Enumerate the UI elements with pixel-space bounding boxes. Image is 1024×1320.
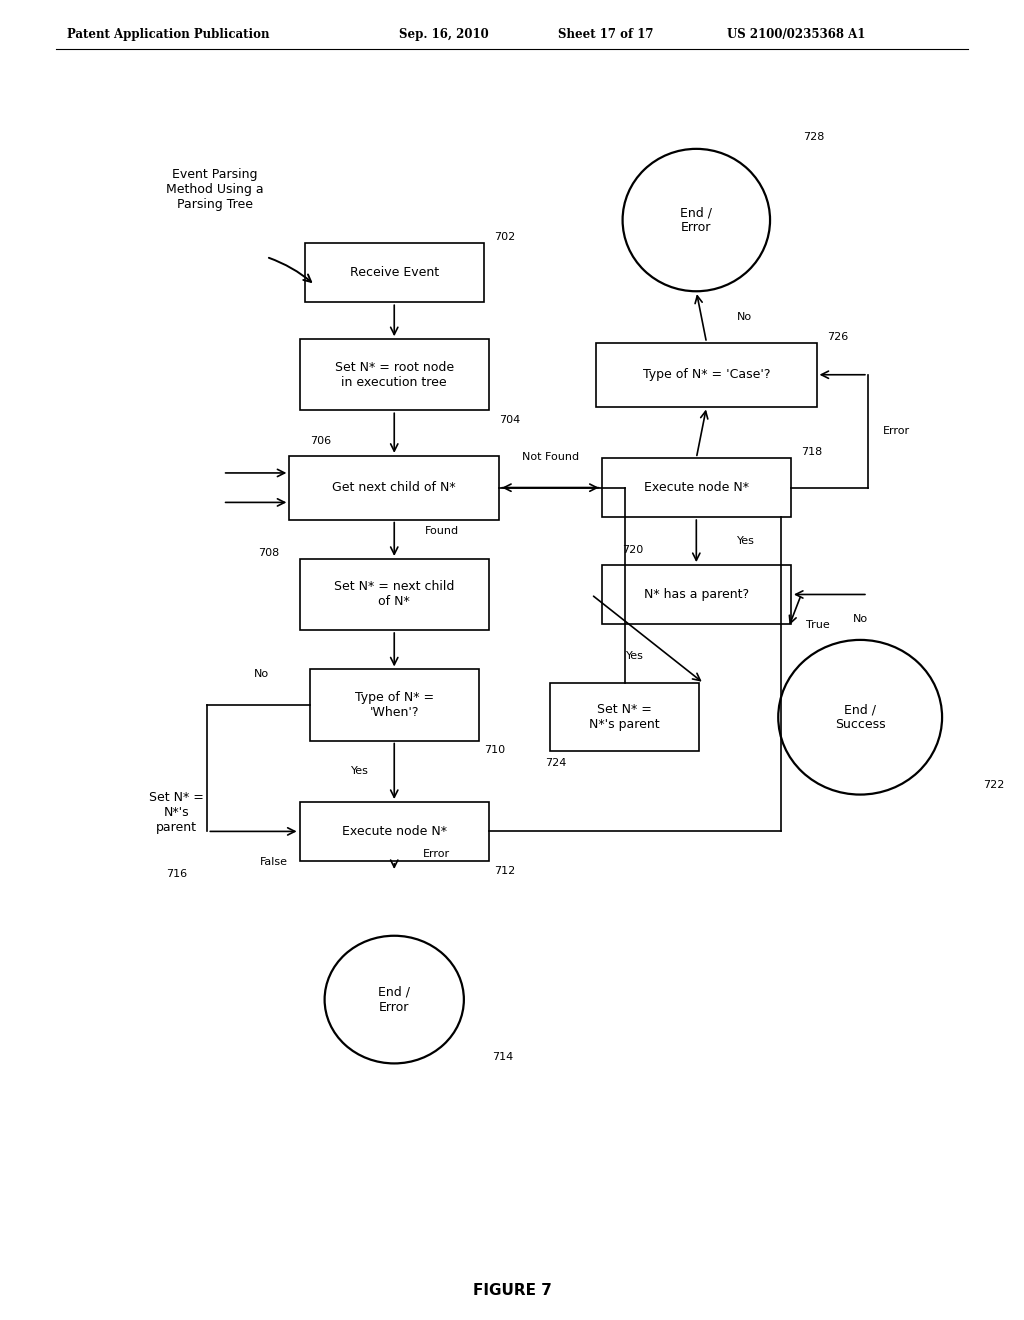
Text: 728: 728 xyxy=(803,132,824,141)
Text: End /
Success: End / Success xyxy=(835,704,886,731)
FancyBboxPatch shape xyxy=(602,458,791,517)
Text: False: False xyxy=(260,857,288,867)
Text: Set N* = next child
of N*: Set N* = next child of N* xyxy=(334,581,455,609)
Text: End /
Error: End / Error xyxy=(378,986,411,1014)
Text: Sheet 17 of 17: Sheet 17 of 17 xyxy=(558,28,653,41)
Text: Not Found: Not Found xyxy=(522,451,579,462)
Text: 702: 702 xyxy=(495,232,515,243)
FancyBboxPatch shape xyxy=(299,558,489,630)
Text: N* has a parent?: N* has a parent? xyxy=(644,587,749,601)
Text: 712: 712 xyxy=(495,866,515,875)
Text: No: No xyxy=(852,614,867,624)
Text: Execute node N*: Execute node N* xyxy=(644,482,749,494)
Text: 708: 708 xyxy=(258,548,280,558)
Text: True: True xyxy=(807,620,830,630)
Text: 716: 716 xyxy=(166,870,187,879)
FancyBboxPatch shape xyxy=(305,243,483,302)
Text: Type of N* = 'Case'?: Type of N* = 'Case'? xyxy=(643,368,770,381)
Text: Set N* = root node
in execution tree: Set N* = root node in execution tree xyxy=(335,360,454,388)
Text: 718: 718 xyxy=(802,447,822,457)
Text: Sep. 16, 2010: Sep. 16, 2010 xyxy=(399,28,489,41)
Text: Set N* =
N*'s parent: Set N* = N*'s parent xyxy=(590,704,659,731)
Text: Yes: Yes xyxy=(351,766,369,776)
Text: 722: 722 xyxy=(983,780,1005,789)
FancyBboxPatch shape xyxy=(551,684,698,751)
Text: 704: 704 xyxy=(500,416,520,425)
Text: Event Parsing
Method Using a
Parsing Tree: Event Parsing Method Using a Parsing Tre… xyxy=(166,168,264,211)
Text: 724: 724 xyxy=(545,758,566,768)
Text: 710: 710 xyxy=(484,746,505,755)
Text: Type of N* =
'When'?: Type of N* = 'When'? xyxy=(354,690,434,719)
Text: Yes: Yes xyxy=(626,652,644,661)
Text: Yes: Yes xyxy=(737,536,755,546)
FancyBboxPatch shape xyxy=(299,339,489,411)
Ellipse shape xyxy=(325,936,464,1064)
FancyBboxPatch shape xyxy=(309,669,479,741)
Text: No: No xyxy=(737,312,753,322)
Text: End /
Error: End / Error xyxy=(680,206,713,234)
Text: 720: 720 xyxy=(623,545,643,556)
Ellipse shape xyxy=(623,149,770,292)
Text: Found: Found xyxy=(425,525,459,536)
Text: No: No xyxy=(254,669,268,680)
Text: Get next child of N*: Get next child of N* xyxy=(333,482,456,494)
FancyBboxPatch shape xyxy=(602,565,791,624)
Ellipse shape xyxy=(778,640,942,795)
Text: Set N* =
N*'s
parent: Set N* = N*'s parent xyxy=(150,792,204,834)
Text: Error: Error xyxy=(883,426,910,436)
FancyBboxPatch shape xyxy=(596,343,816,407)
FancyBboxPatch shape xyxy=(290,455,500,520)
Text: Receive Event: Receive Event xyxy=(349,267,439,280)
Text: FIGURE 7: FIGURE 7 xyxy=(472,1283,552,1299)
Text: 706: 706 xyxy=(310,436,331,446)
Text: 714: 714 xyxy=(493,1052,514,1063)
Text: 726: 726 xyxy=(827,331,848,342)
Text: Patent Application Publication: Patent Application Publication xyxy=(67,28,269,41)
Text: Execute node N*: Execute node N* xyxy=(342,825,446,838)
FancyBboxPatch shape xyxy=(299,803,489,861)
Text: Error: Error xyxy=(423,849,450,859)
Text: US 2100/0235368 A1: US 2100/0235368 A1 xyxy=(727,28,865,41)
